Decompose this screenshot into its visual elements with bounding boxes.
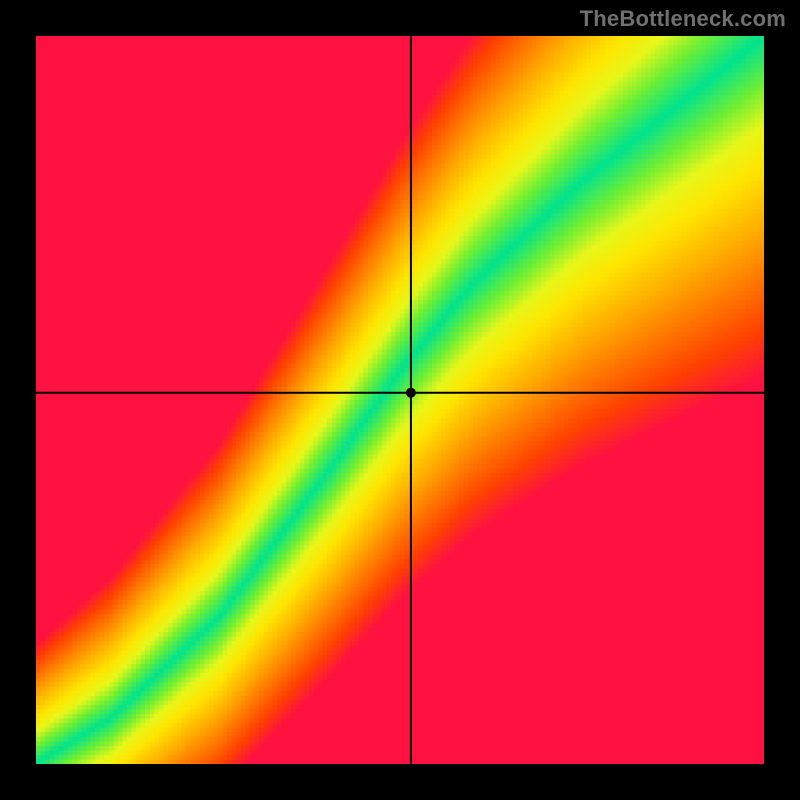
watermark-text: TheBottleneck.com [580,6,786,32]
heatmap-canvas [36,36,764,764]
chart-container: TheBottleneck.com [0,0,800,800]
plot-frame [36,36,764,764]
